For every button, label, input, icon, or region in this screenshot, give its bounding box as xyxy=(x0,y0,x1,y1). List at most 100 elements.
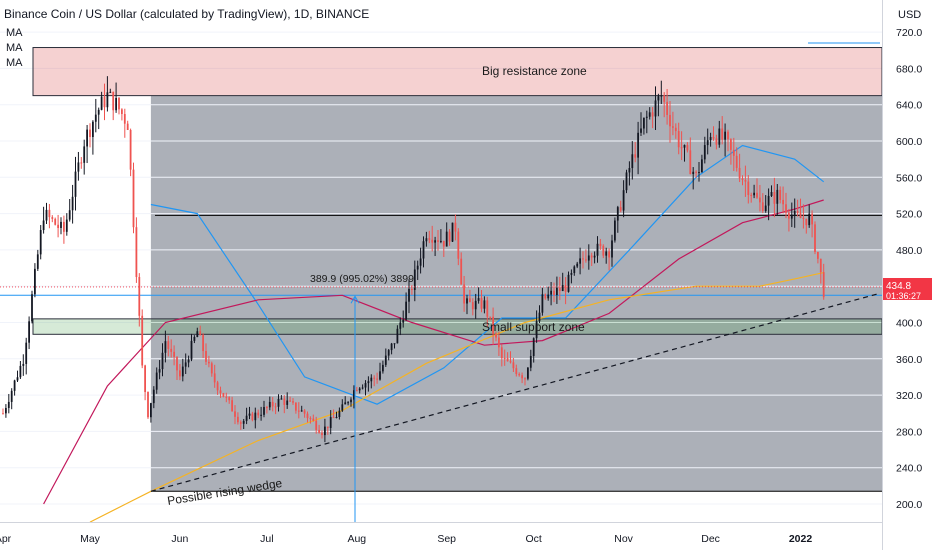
candle[interactable] xyxy=(666,89,668,125)
candle[interactable] xyxy=(321,430,323,439)
candle[interactable] xyxy=(628,161,631,186)
candle[interactable] xyxy=(480,290,483,313)
candle[interactable] xyxy=(698,161,700,182)
candle[interactable] xyxy=(631,141,634,180)
candle[interactable] xyxy=(338,407,341,420)
candle[interactable] xyxy=(31,290,33,324)
candle[interactable] xyxy=(355,386,358,392)
candle[interactable] xyxy=(36,249,39,271)
candle[interactable] xyxy=(422,236,425,268)
symbol-title[interactable]: Binance Coin / US Dollar (calculated by … xyxy=(4,7,369,21)
candle[interactable] xyxy=(164,330,167,363)
candle[interactable] xyxy=(2,408,4,415)
candle[interactable] xyxy=(645,110,648,134)
candle[interactable] xyxy=(428,230,431,244)
candle[interactable] xyxy=(524,377,526,386)
candle[interactable] xyxy=(680,131,683,161)
candle[interactable] xyxy=(419,247,422,274)
candle[interactable] xyxy=(152,386,155,409)
candle[interactable] xyxy=(512,357,515,373)
candle[interactable] xyxy=(503,349,506,366)
candle[interactable] xyxy=(245,407,248,425)
candle[interactable] xyxy=(532,337,535,363)
candle[interactable] xyxy=(611,234,613,267)
ma-line-yellow[interactable] xyxy=(89,272,824,523)
candle[interactable] xyxy=(625,169,628,194)
candle[interactable] xyxy=(45,202,48,225)
candle[interactable] xyxy=(408,279,410,314)
candle[interactable] xyxy=(158,360,161,380)
candle[interactable] xyxy=(353,385,355,409)
candle[interactable] xyxy=(567,271,570,293)
candle[interactable] xyxy=(7,393,10,414)
candle[interactable] xyxy=(608,248,610,271)
candle[interactable] xyxy=(34,263,36,298)
candle[interactable] xyxy=(498,331,500,356)
candle[interactable] xyxy=(92,120,94,155)
candle[interactable] xyxy=(776,184,779,216)
candle[interactable] xyxy=(602,244,605,259)
candle[interactable] xyxy=(103,83,106,121)
candle[interactable] xyxy=(306,411,309,423)
candle[interactable] xyxy=(324,418,326,443)
candle[interactable] xyxy=(500,344,503,367)
candle[interactable] xyxy=(547,286,550,301)
candle[interactable] xyxy=(51,215,54,223)
candle[interactable] xyxy=(817,251,819,264)
candle[interactable] xyxy=(677,122,680,155)
candle[interactable] xyxy=(210,361,213,377)
candle[interactable] xyxy=(100,91,103,111)
candle[interactable] xyxy=(674,123,677,139)
candle[interactable] xyxy=(257,409,260,419)
candle[interactable] xyxy=(190,333,193,362)
candle[interactable] xyxy=(5,404,7,418)
candle[interactable] xyxy=(802,204,805,229)
candle[interactable] xyxy=(277,394,280,412)
candle[interactable] xyxy=(495,331,497,342)
support-zone[interactable] xyxy=(32,318,883,335)
candle[interactable] xyxy=(660,80,663,105)
candle[interactable] xyxy=(25,337,28,375)
candle[interactable] xyxy=(489,316,492,321)
candle[interactable] xyxy=(471,298,474,316)
candle[interactable] xyxy=(405,292,407,321)
candle[interactable] xyxy=(576,261,579,269)
candle[interactable] xyxy=(689,137,692,175)
candle[interactable] xyxy=(622,180,625,218)
candle[interactable] xyxy=(770,185,773,198)
candle[interactable] xyxy=(19,361,22,380)
candle[interactable] xyxy=(83,139,86,175)
candle[interactable] xyxy=(796,199,799,217)
candle[interactable] xyxy=(648,107,651,120)
candle[interactable] xyxy=(280,395,283,400)
candle[interactable] xyxy=(205,343,207,365)
candles[interactable] xyxy=(2,76,825,443)
candle[interactable] xyxy=(48,203,51,229)
candle[interactable] xyxy=(231,396,233,412)
candle[interactable] xyxy=(364,380,367,396)
candle[interactable] xyxy=(790,202,793,228)
candle[interactable] xyxy=(672,111,674,136)
candle[interactable] xyxy=(318,424,320,434)
candle[interactable] xyxy=(448,229,451,246)
candle[interactable] xyxy=(199,325,202,336)
candle[interactable] xyxy=(13,379,16,396)
candle[interactable] xyxy=(692,167,695,190)
candle[interactable] xyxy=(193,335,196,344)
candle[interactable] xyxy=(637,121,639,175)
candle[interactable] xyxy=(582,251,584,269)
indicator-ma-2[interactable]: MA xyxy=(6,42,23,54)
candle[interactable] xyxy=(335,411,338,419)
candle[interactable] xyxy=(10,388,13,410)
candle[interactable] xyxy=(228,396,231,404)
candle[interactable] xyxy=(764,195,767,213)
candle[interactable] xyxy=(724,123,726,157)
candle[interactable] xyxy=(260,406,262,421)
candle[interactable] xyxy=(42,206,45,234)
candle[interactable] xyxy=(669,101,671,143)
candle[interactable] xyxy=(730,138,732,165)
candle[interactable] xyxy=(123,108,126,138)
candle[interactable] xyxy=(121,108,123,121)
candle[interactable] xyxy=(379,362,381,381)
candle[interactable] xyxy=(399,317,402,336)
